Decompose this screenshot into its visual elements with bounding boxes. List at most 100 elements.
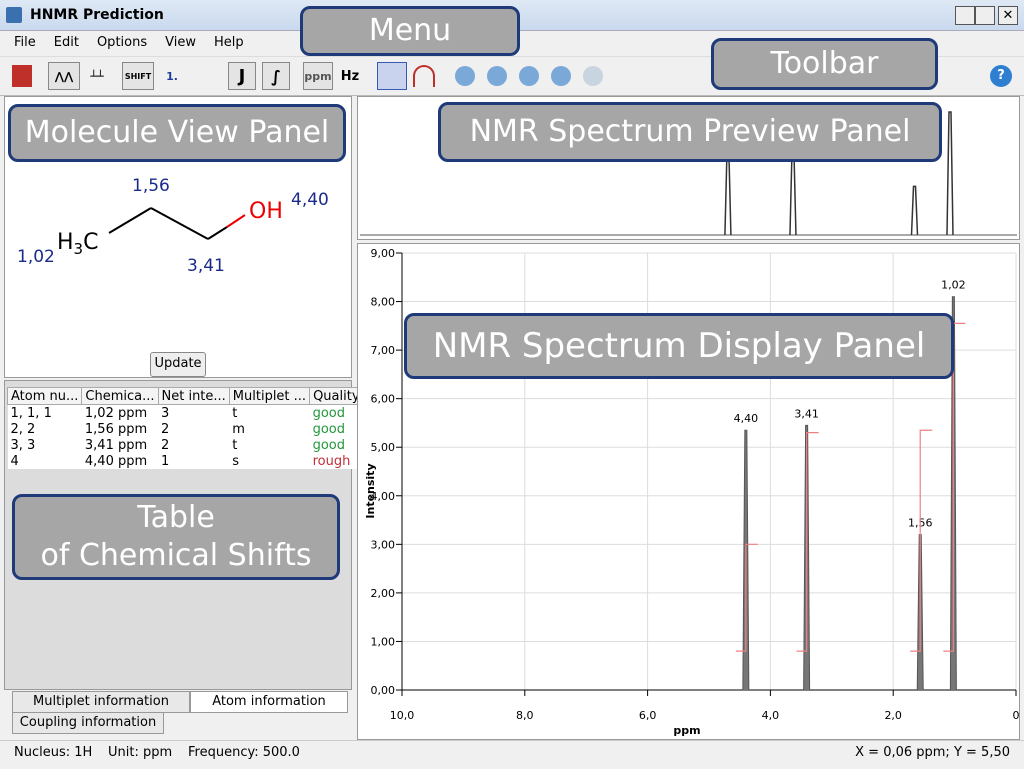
column-header: Atom nu...: [6, 387, 83, 405]
integral-curve: [910, 429, 933, 652]
help-button[interactable]: ?: [990, 65, 1012, 87]
callout: NMR Spectrum Preview Panel: [438, 102, 942, 162]
integral-curve: [735, 543, 758, 652]
table-row: 3, 3 3,41 ppm 2 t good: [7, 437, 364, 453]
table-cell: 2: [161, 421, 170, 437]
table-cell: 4: [10, 453, 19, 469]
y-tick-label: 1,00: [371, 635, 396, 648]
coupling-button[interactable]: J: [228, 62, 256, 90]
zoom-all-button[interactable]: [583, 66, 603, 86]
peak-label: 1,02: [941, 279, 966, 292]
maximize-button[interactable]: [975, 6, 995, 25]
preview-peak: [910, 185, 919, 236]
callout: NMR Spectrum Display Panel: [404, 313, 954, 379]
numbering-button[interactable]: 1.: [166, 69, 178, 83]
callout: Menu: [300, 6, 520, 56]
callout: Toolbar: [711, 38, 938, 90]
ppm-button[interactable]: ppm: [303, 62, 333, 90]
y-tick-label: 9,00: [371, 247, 396, 260]
tab-bar: Multiplet information Atom information C…: [8, 691, 352, 737]
app-icon: [6, 7, 22, 23]
table-cell: 2: [161, 437, 170, 453]
table-cell: good: [312, 405, 345, 421]
tab[interactable]: Coupling information: [12, 712, 164, 734]
table-row: 1, 1, 1 1,02 ppm 3 t good: [7, 404, 364, 421]
y-axis-label: Intensity: [364, 463, 377, 518]
table-cell: good: [312, 437, 345, 453]
x-axis-label: ppm: [673, 724, 700, 737]
window-title: HNMR Prediction: [30, 7, 164, 23]
table-cell: 3: [161, 405, 170, 421]
callout-line: of Chemical Shifts: [40, 538, 312, 573]
y-tick-label: 3,00: [371, 538, 396, 551]
methyl-label: H3C: [57, 230, 98, 258]
x-tick-label: 2,0: [884, 709, 902, 722]
zoom-in-x-button[interactable]: [455, 66, 475, 86]
table-cell: t: [232, 437, 238, 453]
menu-item[interactable]: Help: [213, 35, 244, 50]
integral-button[interactable]: ∫: [262, 62, 290, 90]
lorentz-button[interactable]: [413, 65, 435, 87]
menu-item[interactable]: File: [14, 35, 36, 50]
callout: Molecule View Panel: [8, 104, 346, 162]
grid-button[interactable]: [377, 62, 407, 90]
status-nucleus: Nucleus: 1H: [14, 745, 93, 760]
column-header: Net inte...: [157, 387, 230, 405]
zoom-out-y-button[interactable]: [551, 66, 571, 86]
menu-item[interactable]: View: [165, 35, 196, 50]
hydroxyl-label: OH: [249, 199, 283, 224]
status-bar: Nucleus: 1H Unit: ppm Frequency: 500.0 X…: [0, 740, 1024, 769]
x-tick-label: 6,0: [639, 709, 657, 722]
update-button[interactable]: Update: [150, 352, 206, 377]
table-cell: t: [232, 405, 238, 421]
y-tick-label: 8,00: [371, 296, 396, 309]
minimize-button[interactable]: [955, 6, 975, 25]
column-header: Multiplet ...: [228, 387, 311, 405]
tab[interactable]: Atom information: [190, 691, 348, 713]
y-tick-label: 2,00: [371, 587, 396, 600]
table-cell: 1,56 ppm: [84, 421, 148, 437]
toolbar: ⋀⋀ ┴┴ SHIFT 1. J ∫ ppm Hz ?: [0, 56, 1024, 96]
table-row: 2, 2 1,56 ppm 2 m good: [7, 421, 364, 437]
shift-label: 4,40: [291, 190, 329, 210]
tab[interactable]: Multiplet information: [12, 691, 190, 713]
column-header: Quality: [309, 387, 364, 405]
integral-curve: [796, 432, 819, 652]
y-tick-label: 0,00: [371, 684, 396, 697]
close-button[interactable]: ✕: [998, 6, 1018, 25]
shift-label: 1,56: [132, 176, 170, 196]
table-cell: 1,02 ppm: [84, 405, 148, 421]
x-tick-label: 10,0: [390, 709, 415, 722]
multiplet-view-button[interactable]: ⋀⋀: [48, 62, 80, 90]
molecule: H3C OH 1,56 1,02 3,41 4,40: [17, 176, 329, 276]
table-cell: 3,41 ppm: [84, 437, 148, 453]
table-cell: 4,40 ppm: [84, 453, 148, 469]
table-cell: 1: [161, 453, 170, 469]
preview-peak: [946, 111, 954, 236]
bond: [150, 207, 209, 240]
menu-item[interactable]: Options: [96, 35, 148, 50]
shift-table: Atom nu... Chemica... Net inte... Multiplet…: [6, 387, 364, 469]
menu-item[interactable]: Edit: [53, 35, 79, 50]
shift-button[interactable]: SHIFT: [122, 62, 154, 90]
callout: Table of Chemical Shifts: [12, 494, 340, 580]
table-cell: rough: [312, 453, 351, 469]
hz-button[interactable]: Hz: [340, 68, 360, 84]
y-tick-label: 5,00: [371, 441, 396, 454]
table-cell: s: [232, 453, 240, 469]
bond: [226, 214, 246, 228]
zoom-in-y-button[interactable]: [519, 66, 539, 86]
peak-label: 4,40: [734, 412, 759, 425]
x-tick-label: 0: [1013, 709, 1020, 722]
status-frequency: Frequency: 500.0: [188, 745, 300, 760]
y-tick-label: 4,00: [371, 490, 396, 503]
bond: [108, 207, 152, 234]
zoom-out-x-button[interactable]: [487, 66, 507, 86]
shift-label: 1,02: [17, 247, 55, 267]
shift-label: 3,41: [187, 256, 225, 276]
pdf-button[interactable]: [12, 65, 32, 87]
integral-curve: [943, 322, 966, 652]
stick-view-button[interactable]: ┴┴: [90, 69, 104, 83]
y-tick-label: 7,00: [371, 344, 396, 357]
